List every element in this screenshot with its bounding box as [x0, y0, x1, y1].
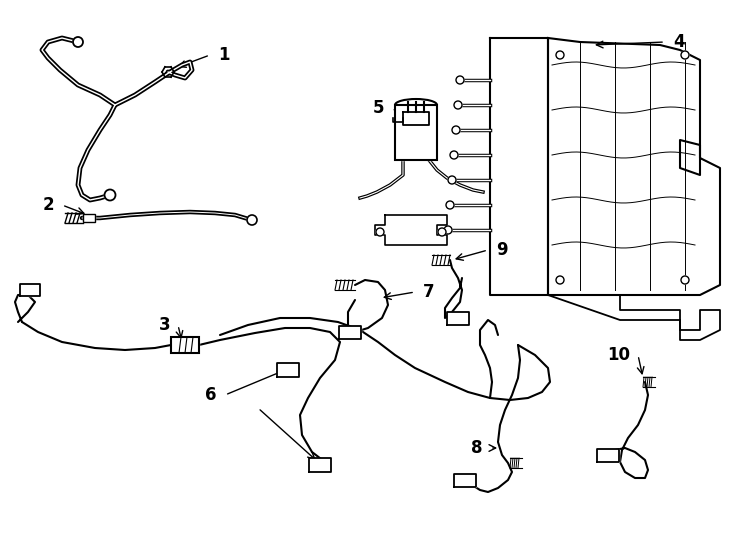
Polygon shape — [454, 474, 476, 487]
Circle shape — [247, 215, 257, 225]
Polygon shape — [403, 112, 429, 125]
Text: 2: 2 — [43, 196, 54, 214]
Circle shape — [444, 226, 452, 234]
Polygon shape — [20, 284, 40, 296]
Polygon shape — [597, 449, 619, 462]
Circle shape — [446, 201, 454, 209]
Circle shape — [452, 126, 460, 134]
Circle shape — [556, 276, 564, 284]
Polygon shape — [548, 38, 720, 295]
Circle shape — [73, 37, 83, 47]
Circle shape — [456, 76, 464, 84]
Circle shape — [104, 190, 115, 200]
Text: 9: 9 — [496, 241, 508, 259]
Text: 7: 7 — [423, 283, 435, 301]
Circle shape — [681, 276, 689, 284]
Bar — [395, 105, 437, 160]
Circle shape — [438, 228, 446, 236]
Circle shape — [376, 228, 384, 236]
Bar — [395, 105, 437, 160]
Text: 5: 5 — [372, 99, 384, 117]
Bar — [83, 214, 95, 222]
Polygon shape — [277, 363, 299, 377]
Polygon shape — [309, 458, 331, 472]
Circle shape — [681, 51, 689, 59]
Polygon shape — [548, 295, 720, 340]
Circle shape — [454, 101, 462, 109]
Polygon shape — [490, 38, 548, 295]
Bar — [171, 337, 199, 353]
Circle shape — [556, 51, 564, 59]
Text: 1: 1 — [218, 46, 230, 64]
Bar — [171, 337, 199, 353]
Text: 10: 10 — [607, 346, 630, 364]
Polygon shape — [447, 312, 469, 325]
Polygon shape — [375, 215, 447, 245]
Text: 6: 6 — [206, 386, 217, 404]
Circle shape — [450, 151, 458, 159]
Circle shape — [448, 176, 456, 184]
Text: 4: 4 — [673, 33, 685, 51]
Text: 3: 3 — [159, 316, 170, 334]
Bar — [83, 214, 95, 222]
Text: 8: 8 — [470, 439, 482, 457]
Polygon shape — [339, 326, 361, 339]
